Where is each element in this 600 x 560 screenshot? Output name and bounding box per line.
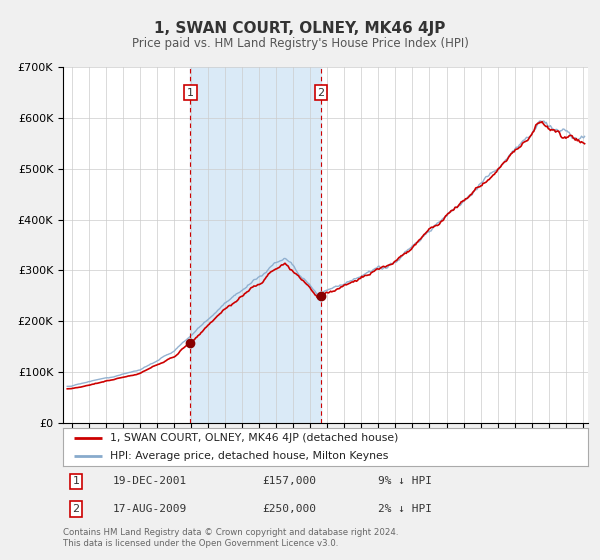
Text: 1: 1 — [187, 87, 194, 97]
Text: 1, SWAN COURT, OLNEY, MK46 4JP (detached house): 1, SWAN COURT, OLNEY, MK46 4JP (detached… — [110, 433, 398, 443]
Text: £157,000: £157,000 — [263, 477, 317, 486]
Bar — [190, 67, 321, 423]
Text: Contains HM Land Registry data © Crown copyright and database right 2024.
This d: Contains HM Land Registry data © Crown c… — [63, 528, 398, 548]
Text: 2% ↓ HPI: 2% ↓ HPI — [378, 504, 432, 514]
Text: 9% ↓ HPI: 9% ↓ HPI — [378, 477, 432, 486]
Text: 2: 2 — [317, 87, 325, 97]
Text: Price paid vs. HM Land Registry's House Price Index (HPI): Price paid vs. HM Land Registry's House … — [131, 37, 469, 50]
Text: 2: 2 — [73, 504, 80, 514]
Text: 17-AUG-2009: 17-AUG-2009 — [113, 504, 187, 514]
Text: 19-DEC-2001: 19-DEC-2001 — [113, 477, 187, 486]
Text: 1: 1 — [73, 477, 80, 486]
Text: £250,000: £250,000 — [263, 504, 317, 514]
Text: 1, SWAN COURT, OLNEY, MK46 4JP: 1, SWAN COURT, OLNEY, MK46 4JP — [154, 21, 446, 36]
Text: HPI: Average price, detached house, Milton Keynes: HPI: Average price, detached house, Milt… — [110, 451, 389, 461]
